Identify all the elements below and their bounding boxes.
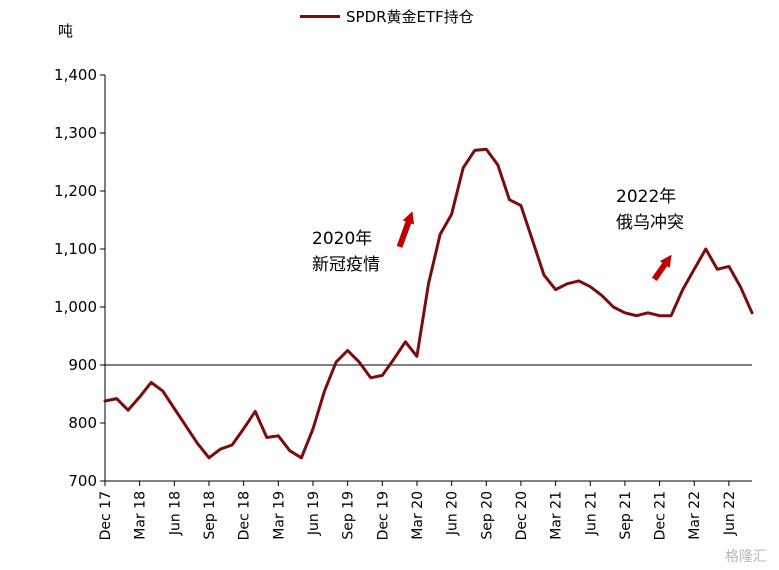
x-tick-label: Mar 21 <box>549 491 565 540</box>
series-layer <box>103 147 754 460</box>
y-tick-label: 700 <box>68 472 97 490</box>
x-tick-label: Jun 18 <box>167 491 183 536</box>
x-tick-label: Sep 20 <box>479 491 495 540</box>
x-tick-label: Jun 22 <box>722 491 738 536</box>
y-axis-unit: 吨 <box>58 22 74 40</box>
annotation-conflict: 2022年 俄乌冲突 <box>616 184 684 236</box>
axes: 700 800 900 1,000 1,100 1,200 1,300 1,400 Dec 17… <box>54 66 752 540</box>
y-tick-label: 800 <box>68 414 97 432</box>
watermark-logo: 格隆汇 <box>725 549 767 565</box>
x-tick-label: Dec 19 <box>375 491 391 540</box>
x-tick-label: Dec 20 <box>514 491 530 540</box>
annotation-covid: 2020年 新冠疫情 <box>312 226 380 278</box>
y-tick-label: 900 <box>68 356 97 374</box>
x-tick-label: Jun 19 <box>306 491 322 536</box>
annotation-conflict-year: 2022年 <box>616 187 677 207</box>
y-tick-label: 1,100 <box>54 240 97 258</box>
y-tick-label: 1,300 <box>54 124 97 142</box>
y-tick-label: 1,200 <box>54 182 97 200</box>
series-line-spdr-holdings <box>103 147 754 460</box>
x-tick-label: Mar 19 <box>271 491 287 540</box>
legend-label: SPDR黄金ETF持仓 <box>346 8 474 26</box>
annotation-arrows <box>396 211 672 282</box>
annotation-conflict-text: 俄乌冲突 <box>616 213 684 233</box>
x-tick-label: Jun 21 <box>583 491 599 536</box>
x-tick-label: Dec 17 <box>98 491 114 540</box>
legend: SPDR黄金ETF持仓 <box>300 6 474 27</box>
x-tick-label: Dec 18 <box>237 491 253 540</box>
up-arrow-covid <box>396 211 415 248</box>
annotation-covid-text: 新冠疫情 <box>312 255 380 275</box>
legend-swatch <box>300 15 340 18</box>
annotation-covid-year: 2020年 <box>312 229 373 249</box>
x-tick-label: Sep 19 <box>341 491 357 540</box>
x-tick-label: Sep 21 <box>618 491 634 540</box>
x-tick-label: Jun 20 <box>445 491 461 536</box>
x-tick-label: Sep 18 <box>202 491 218 540</box>
x-tick-label: Mar 20 <box>410 491 426 540</box>
y-tick-label: 1,400 <box>54 66 97 84</box>
x-tick-label: Mar 18 <box>133 491 149 540</box>
x-tick-label: Mar 22 <box>687 491 703 540</box>
up-arrow-conflict <box>651 254 672 282</box>
x-tick-label: Dec 21 <box>653 491 669 540</box>
y-tick-label: 1,000 <box>54 298 97 316</box>
